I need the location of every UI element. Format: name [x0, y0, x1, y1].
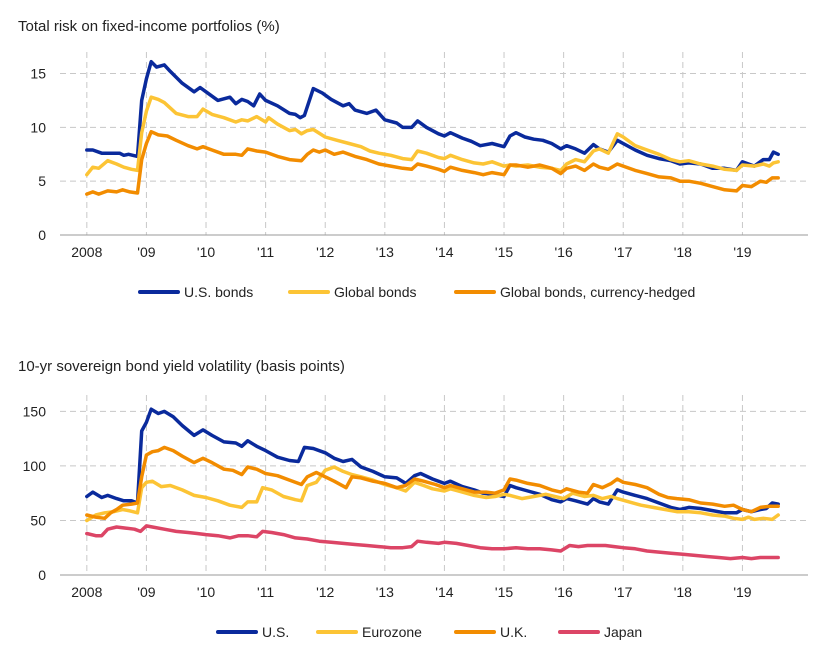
chart-2-title: 10-yr sovereign bond yield volatility (b… — [18, 358, 345, 375]
x-tick-label: '16 — [555, 244, 573, 260]
legend-label: U.K. — [500, 624, 527, 640]
x-tick-label: '11 — [257, 244, 274, 260]
x-tick-label: '13 — [376, 244, 394, 260]
series-line-japan — [85, 524, 780, 561]
series-line-u-s-bonds — [85, 59, 780, 173]
series-line-u-k — [85, 445, 780, 521]
x-tick-label: '19 — [733, 244, 751, 260]
x-tick-label: '10 — [197, 584, 215, 600]
y-tick-label: 5 — [38, 173, 46, 189]
x-tick-label: '09 — [137, 584, 155, 600]
x-tick-label: '09 — [137, 244, 155, 260]
x-tick-label: '14 — [435, 244, 453, 260]
x-tick-label: 2008 — [71, 244, 102, 260]
y-tick-label: 0 — [38, 227, 46, 243]
x-tick-label: '10 — [197, 244, 215, 260]
legend-label: Japan — [604, 624, 642, 640]
x-tick-label: '14 — [435, 584, 453, 600]
y-tick-label: 0 — [38, 567, 46, 583]
x-tick-label: '17 — [614, 244, 632, 260]
x-tick-label: '15 — [495, 244, 513, 260]
x-tick-label: '13 — [376, 584, 394, 600]
x-tick-label: '15 — [495, 584, 513, 600]
series-line-u-s — [85, 407, 780, 515]
x-tick-label: '18 — [674, 584, 692, 600]
y-tick-label: 50 — [30, 512, 46, 528]
x-tick-label: '12 — [316, 584, 334, 600]
x-tick-label: '19 — [733, 584, 751, 600]
x-tick-label: '12 — [316, 244, 334, 260]
x-tick-label: '11 — [257, 584, 274, 600]
series-line-global-bonds-currency-hedged — [85, 129, 780, 196]
chart-1-title: Total risk on fixed-income portfolios (%… — [18, 18, 280, 35]
y-tick-label: 100 — [23, 458, 47, 474]
series-line-eurozone — [85, 465, 780, 523]
x-tick-label: '17 — [614, 584, 632, 600]
chart-1-legend: U.S. bonds Global bonds Global bonds, curr… — [138, 284, 695, 300]
legend-label: Global bonds, currency-hedged — [500, 284, 695, 300]
chart-2-plot: 0 50 100 150 2008 '09 '10 '11 '12 '13 '14 '15 '16 '17… — [23, 395, 808, 600]
x-tick-label: '16 — [555, 584, 573, 600]
x-tick-label: 2008 — [71, 584, 102, 600]
y-tick-label: 15 — [30, 66, 46, 82]
legend-label: U.S. — [262, 624, 289, 640]
y-tick-label: 150 — [23, 403, 47, 419]
y-tick-label: 10 — [30, 119, 46, 135]
legend-label: U.S. bonds — [184, 284, 253, 300]
chart-2-legend: U.S. Eurozone U.K. Japan — [216, 624, 642, 640]
x-tick-label: '18 — [674, 244, 692, 260]
legend-label: Global bonds — [334, 284, 417, 300]
chart-1-plot: 0 5 10 15 2008 '09 '10 '11 '12 '13 '14 '15 '16 '17 '18… — [30, 52, 808, 260]
series-line-global-bonds — [85, 95, 780, 177]
legend-label: Eurozone — [362, 624, 422, 640]
